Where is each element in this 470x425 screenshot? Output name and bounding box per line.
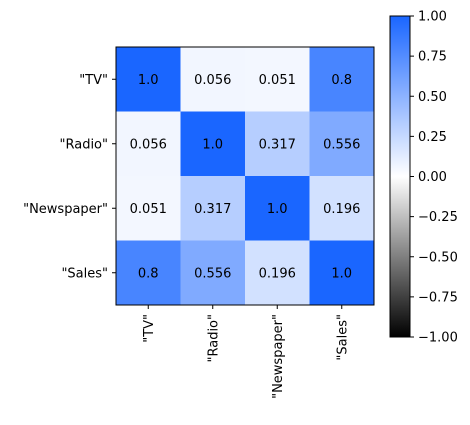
x-tick-label: "Newspaper" — [271, 314, 286, 399]
colorbar-gradient — [389, 15, 411, 338]
colorbar-tick-label: 0.75 — [418, 50, 447, 65]
heatmap-frame — [115, 46, 375, 306]
y-tick-label: "Newspaper" — [23, 202, 108, 217]
x-axis-ticks: "TV" "Radio" "Newspaper" "Sales" — [142, 305, 350, 399]
heatmap-cell — [116, 176, 181, 241]
heatmap-cell — [180, 111, 245, 176]
heatmap-cell-label: 0.051 — [259, 73, 296, 88]
heatmap-cell-label: 0.8 — [138, 266, 159, 281]
x-tick-label: "Radio" — [206, 314, 221, 363]
heatmap-cell — [116, 240, 181, 305]
colorbar: 1.00 0.75 0.50 0.25 0.00 −0.25 −0.50 −0.75 −1.00 — [389, 10, 458, 346]
heatmap-cell — [245, 47, 310, 112]
colorbar-tick-label: −0.25 — [418, 210, 458, 225]
heatmap-cell-label: 0.196 — [259, 266, 296, 281]
heatmap-cell-label: 1.0 — [331, 266, 352, 281]
colorbar-tick-label: 0.50 — [418, 90, 447, 105]
y-tick-label: "Radio" — [60, 137, 109, 152]
heatmap-cell — [309, 111, 374, 176]
x-tick-label: "TV" — [142, 314, 157, 343]
heatmap-cell — [180, 47, 245, 112]
x-tick-label: "Sales" — [335, 314, 350, 361]
heatmap-cell-label: 0.8 — [331, 73, 352, 88]
colorbar-tick-label: −0.50 — [418, 250, 458, 265]
heatmap-cell-label: 0.051 — [130, 202, 167, 217]
colorbar-tick-label: −1.00 — [418, 331, 458, 346]
heatmap-cell — [116, 47, 181, 112]
colorbar-tick-label: −0.75 — [418, 290, 458, 305]
heatmap-cell — [245, 240, 310, 305]
heatmap-cell-label: 0.317 — [259, 137, 296, 152]
heatmap-cells — [116, 47, 374, 305]
heatmap-cell — [180, 176, 245, 241]
heatmap-cell — [245, 176, 310, 241]
colorbar-ticks: 1.00 0.75 0.50 0.25 0.00 −0.25 −0.50 −0.75 −1.00 — [410, 10, 458, 346]
heatmap-cell-labels: 1.0 0.056 0.051 0.8 0.056 1.0 0.317 0.556 0.051 0… — [130, 73, 361, 282]
heatmap-cell — [309, 47, 374, 112]
heatmap-cell — [116, 111, 181, 176]
heatmap-cell-label: 1.0 — [267, 202, 288, 217]
heatmap-cell-label: 0.196 — [323, 202, 360, 217]
y-tick-label: "TV" — [79, 73, 108, 88]
heatmap-cell — [245, 111, 310, 176]
heatmap-cell-label: 1.0 — [138, 73, 159, 88]
colorbar-tick-label: 0.00 — [418, 170, 447, 185]
heatmap-cell — [309, 176, 374, 241]
y-tick-label: "Sales" — [61, 266, 108, 281]
heatmap-cell-label: 0.056 — [130, 137, 167, 152]
heatmap-cell-label: 0.556 — [323, 137, 360, 152]
heatmap-cell-label: 0.317 — [194, 202, 231, 217]
heatmap-cell — [309, 240, 374, 305]
heatmap-cell-label: 0.556 — [194, 266, 231, 281]
heatmap-cell — [180, 240, 245, 305]
y-axis-ticks: "TV" "Radio" "Newspaper" "Sales" — [23, 73, 116, 281]
colorbar-tick-label: 1.00 — [418, 10, 447, 25]
heatmap-cell-label: 0.056 — [194, 73, 231, 88]
colorbar-tick-label: 0.25 — [418, 130, 447, 145]
heatmap-cell-label: 1.0 — [202, 137, 223, 152]
